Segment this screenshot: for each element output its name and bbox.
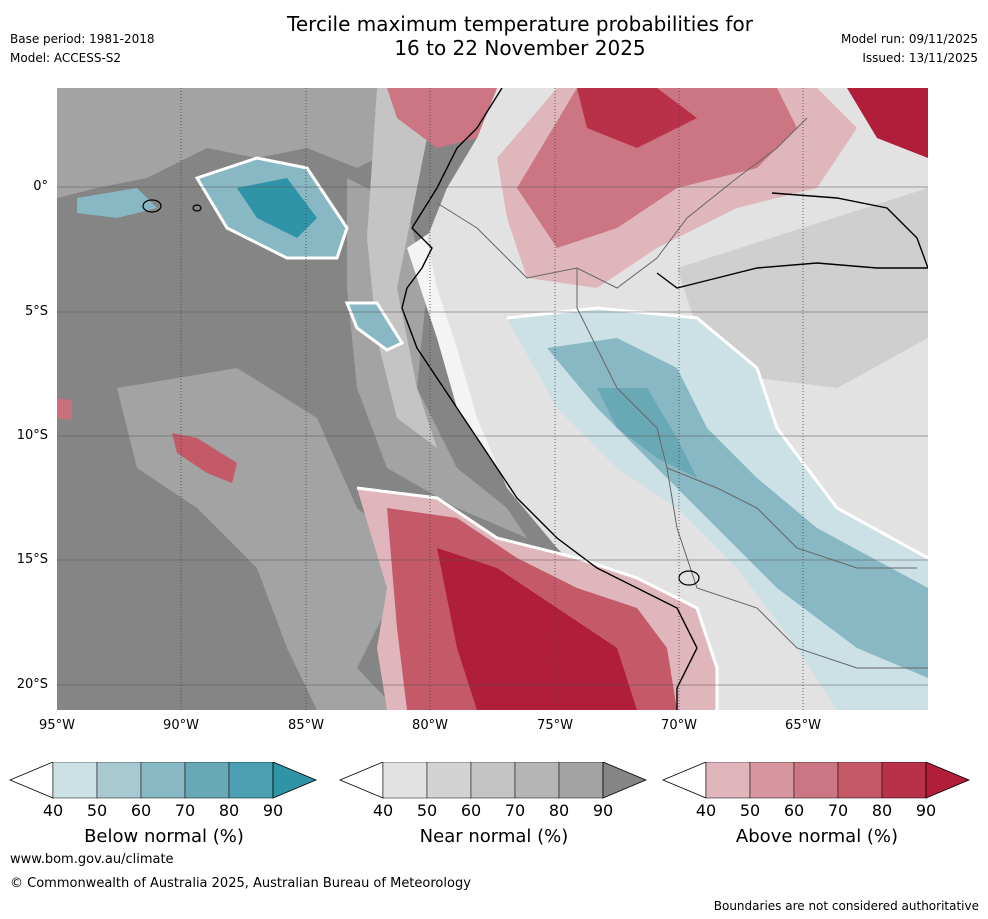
- boundary-disclaimer: Boundaries are not considered authoritat…: [713, 899, 979, 913]
- colorbar-low-extension: [338, 762, 384, 799]
- below-normal-region: [347, 303, 402, 350]
- colorbar-segment: [793, 762, 839, 799]
- lon-label: 90°W: [163, 718, 199, 733]
- lon-label: 85°W: [288, 718, 324, 733]
- below-normal-colorbar: [8, 762, 318, 799]
- base-period: Base period: 1981-2018: [10, 32, 155, 46]
- tick-label: 90: [915, 801, 937, 820]
- galapagos-island: [192, 204, 202, 212]
- tick-label: 50: [416, 801, 438, 820]
- below-normal-region: [237, 178, 317, 238]
- title-line-1: Tercile maximum temperature probabilitie…: [287, 12, 753, 36]
- copyright: © Commonwealth of Australia 2025, Austra…: [10, 876, 471, 891]
- graticule: [57, 186, 928, 686]
- colorbar-segment: [558, 762, 604, 799]
- colorbar-low-extension: [8, 762, 54, 799]
- tick-label: 90: [262, 801, 284, 820]
- lat-label: 15°S: [16, 552, 48, 567]
- tercile-boundary: [506, 306, 928, 560]
- below-normal-label: Below normal (%): [84, 826, 244, 847]
- lon-label: 75°W: [537, 718, 573, 733]
- chart-title: Tercile maximum temperature probabilitie…: [0, 12, 988, 60]
- above-normal-region: [57, 398, 72, 420]
- above-normal-region: [172, 433, 237, 483]
- tick-label: 70: [174, 801, 196, 820]
- title-line-2: 16 to 22 November 2025: [394, 36, 646, 60]
- colorbar-segment: [52, 762, 98, 799]
- colorbar-segment: [382, 762, 428, 799]
- land-near-normal: [677, 188, 928, 388]
- colorbar-segment: [881, 762, 927, 799]
- model-run: Model run: 09/11/2025: [840, 32, 978, 46]
- below-normal-region: [77, 188, 157, 218]
- tick-label: 60: [460, 801, 482, 820]
- tercile-boundary: [356, 486, 719, 710]
- tick-label: 50: [86, 801, 108, 820]
- colorbar-segment: [228, 762, 274, 799]
- tick-label: 60: [130, 801, 152, 820]
- colorbar-segment: [514, 762, 560, 799]
- galapagos-island: [142, 199, 162, 213]
- colorbar-high-extension: [272, 762, 318, 799]
- above-normal-label: Above normal (%): [735, 826, 899, 847]
- tick-label: 60: [783, 801, 805, 820]
- above-normal-region: [847, 88, 928, 158]
- near-normal-colorbar: [338, 762, 648, 799]
- colorbar-segment: [426, 762, 472, 799]
- lat-label: 5°S: [24, 304, 48, 319]
- issued-date: Issued: 13/11/2025: [862, 51, 978, 65]
- above-normal-region: [577, 88, 697, 148]
- coastline: [656, 192, 928, 289]
- tick-label: 80: [548, 801, 570, 820]
- above-normal-colorbar: [661, 762, 971, 799]
- colorbar-segment: [837, 762, 883, 799]
- tick-label: 50: [739, 801, 761, 820]
- colorbar-segment: [470, 762, 516, 799]
- lon-label: 95°W: [39, 718, 75, 733]
- near-normal-region: [367, 88, 437, 448]
- colorbar-segment: [96, 762, 142, 799]
- colorbar-segment: [749, 762, 795, 799]
- probability-map: [57, 88, 928, 710]
- below-normal-region: [597, 388, 697, 478]
- tick-label: 40: [42, 801, 64, 820]
- near-normal-region: [57, 88, 397, 198]
- above-normal-region: [437, 548, 637, 710]
- lon-label: 80°W: [412, 718, 448, 733]
- colorbar-segment: [184, 762, 230, 799]
- tick-label: 80: [218, 801, 240, 820]
- tercile-boundary: [344, 301, 405, 352]
- colorbar-low-extension: [661, 762, 707, 799]
- bom-url[interactable]: www.bom.gov.au/climate: [10, 852, 174, 867]
- lon-label: 70°W: [661, 718, 697, 733]
- coastline: [401, 88, 698, 710]
- lat-label: 20°S: [16, 677, 48, 692]
- colorbar-segment: [705, 762, 751, 799]
- tick-label: 80: [871, 801, 893, 820]
- tick-label: 40: [372, 801, 394, 820]
- lat-label: 10°S: [16, 428, 48, 443]
- tick-label: 40: [695, 801, 717, 820]
- lat-label: 0°: [33, 179, 48, 194]
- tercile-boundary: [194, 156, 349, 260]
- tick-label: 70: [504, 801, 526, 820]
- colorbar-high-extension: [925, 762, 971, 799]
- tick-label: 90: [592, 801, 614, 820]
- country-border: [436, 117, 928, 669]
- colorbar-high-extension: [602, 762, 648, 799]
- near-normal-label: Near normal (%): [419, 826, 569, 847]
- above-normal-region: [387, 88, 497, 148]
- lon-label: 65°W: [785, 718, 821, 733]
- colorbar-segment: [140, 762, 186, 799]
- tick-label: 70: [827, 801, 849, 820]
- model-name: Model: ACCESS-S2: [10, 51, 122, 65]
